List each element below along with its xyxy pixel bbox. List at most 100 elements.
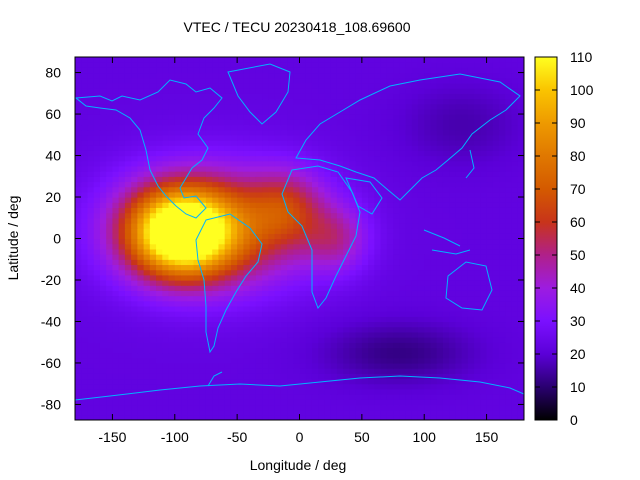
heatmap-cell	[349, 186, 357, 193]
heatmap-cell	[87, 259, 95, 266]
heatmap-cell	[461, 290, 469, 297]
heatmap-cell	[324, 88, 332, 94]
heatmap-cell	[480, 217, 488, 224]
heatmap-cell	[467, 160, 475, 167]
heatmap-cell	[99, 181, 107, 188]
heatmap-cell	[230, 108, 238, 115]
heatmap-cell	[212, 295, 220, 302]
heatmap-cell	[274, 134, 282, 141]
heatmap-cell	[336, 62, 344, 68]
heatmap-cell	[106, 165, 114, 172]
heatmap-cell	[106, 337, 114, 343]
heatmap-cell	[243, 93, 251, 100]
heatmap-cell	[343, 342, 350, 348]
heatmap-cell	[237, 150, 244, 157]
heatmap-cell	[386, 326, 394, 333]
heatmap-cell	[399, 124, 407, 131]
heatmap-cell	[193, 326, 201, 333]
heatmap-cell	[505, 176, 513, 183]
heatmap-cell	[486, 134, 494, 141]
heatmap-cell	[137, 67, 145, 74]
heatmap-cell	[75, 129, 82, 136]
heatmap-cell	[137, 212, 145, 219]
heatmap-cell	[280, 290, 288, 297]
heatmap-cell	[205, 362, 213, 369]
heatmap-cell	[399, 202, 407, 208]
heatmap-cell	[330, 176, 338, 183]
heatmap-cell	[436, 212, 444, 219]
heatmap-cell	[330, 305, 338, 312]
heatmap-cell	[243, 212, 251, 219]
heatmap-cell	[174, 300, 182, 307]
heatmap-cell	[268, 129, 276, 136]
heatmap-cell	[124, 357, 132, 364]
heatmap-cell	[449, 129, 457, 136]
heatmap-cell	[174, 171, 182, 177]
heatmap-cell	[181, 279, 188, 286]
heatmap-cell	[268, 72, 276, 79]
heatmap-cell	[174, 342, 182, 348]
heatmap-cell	[237, 248, 244, 255]
heatmap-cell	[455, 93, 463, 100]
heatmap-cell	[205, 114, 213, 120]
heatmap-cell	[430, 316, 438, 323]
heatmap-cell	[268, 295, 276, 302]
heatmap-cell	[212, 357, 220, 364]
heatmap-cell	[455, 165, 463, 172]
heatmap-cell	[318, 72, 326, 79]
heatmap-cell	[393, 269, 400, 276]
heatmap-cell	[505, 347, 513, 354]
heatmap-cell	[486, 305, 494, 312]
heatmap-cell	[224, 165, 232, 172]
heatmap-cell	[174, 368, 182, 374]
heatmap-cell	[293, 383, 301, 390]
heatmap-cell	[81, 57, 89, 63]
heatmap-cell	[87, 352, 95, 359]
heatmap-cell	[467, 155, 475, 162]
heatmap-cell	[181, 352, 188, 359]
heatmap-cell	[249, 108, 257, 115]
heatmap-cell	[311, 98, 319, 105]
heatmap-cell	[143, 202, 151, 208]
heatmap-cell	[380, 62, 388, 68]
heatmap-cell	[212, 342, 220, 348]
heatmap-cell	[393, 254, 400, 260]
heatmap-cell	[243, 57, 251, 63]
heatmap-cell	[237, 217, 244, 224]
heatmap-cell	[243, 171, 251, 177]
heatmap-cell	[268, 409, 276, 416]
heatmap-cell	[505, 269, 513, 276]
heatmap-cell	[355, 373, 363, 380]
heatmap-cell	[349, 337, 357, 343]
heatmap-cell	[174, 352, 182, 359]
heatmap-cell	[330, 77, 338, 84]
heatmap-cell	[81, 362, 89, 369]
heatmap-cell	[368, 378, 375, 385]
heatmap-cell	[131, 362, 138, 369]
heatmap-cell	[311, 248, 319, 255]
heatmap-cell	[467, 145, 475, 151]
heatmap-cell	[299, 119, 307, 126]
heatmap-cell	[293, 373, 301, 380]
heatmap-cell	[430, 98, 438, 105]
heatmap-cell	[93, 259, 101, 266]
heatmap-cell	[156, 139, 163, 146]
heatmap-cell	[187, 119, 195, 126]
heatmap-cell	[93, 337, 101, 343]
heatmap-cell	[305, 88, 313, 94]
heatmap-cell	[212, 316, 220, 323]
heatmap-cell	[361, 228, 369, 234]
heatmap-cell	[118, 155, 126, 162]
heatmap-cell	[280, 352, 288, 359]
heatmap-cell	[380, 279, 388, 286]
heatmap-cell	[87, 176, 95, 183]
heatmap-cell	[417, 222, 425, 229]
heatmap-cell	[324, 62, 332, 68]
heatmap-cell	[99, 212, 107, 219]
heatmap-cell	[137, 326, 145, 333]
heatmap-cell	[499, 155, 506, 162]
heatmap-cell	[237, 399, 244, 406]
heatmap-cell	[361, 145, 369, 151]
heatmap-cell	[343, 222, 350, 229]
heatmap-cell	[386, 124, 394, 131]
